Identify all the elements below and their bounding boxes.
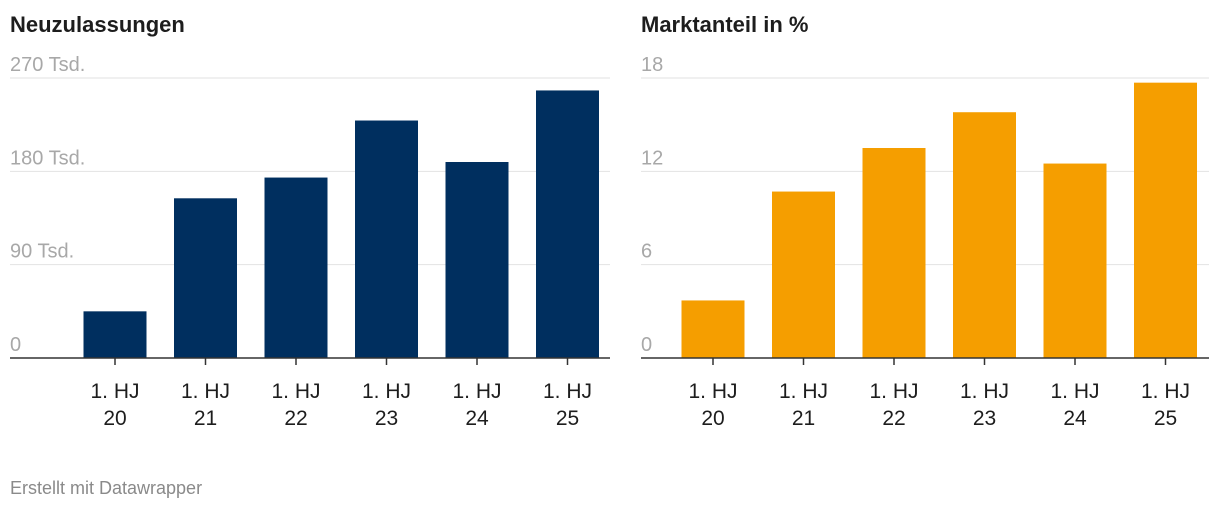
- y-tick-label: 0: [641, 334, 652, 356]
- y-tick-label: 0: [10, 334, 21, 356]
- y-tick-label: 90 Tsd.: [10, 241, 74, 263]
- bar: [174, 198, 237, 358]
- chart-title: Neuzulassungen: [10, 12, 185, 37]
- bar: [355, 120, 418, 358]
- chart-panel-marktanteil: Marktanteil in % 0 6 12 18 1. HJ 20 1. HJ 21 1. …: [620, 0, 1220, 460]
- bar: [862, 148, 926, 358]
- bar: [1134, 82, 1197, 359]
- credit-text: Erstellt mit Datawrapper: [10, 478, 203, 498]
- bar: [772, 191, 835, 358]
- bar: [264, 177, 328, 358]
- y-tick-label: 180 Tsd.: [10, 147, 85, 169]
- x-tick-label: 1. HJ 23: [362, 380, 411, 430]
- chart-title: Marktanteil in %: [641, 12, 809, 37]
- x-tick-label: 1. HJ 22: [271, 380, 320, 430]
- x-tick-label: 1. HJ 20: [688, 380, 737, 430]
- y-tick-label: 18: [641, 54, 663, 76]
- x-tick-label: 1. HJ 25: [1141, 380, 1190, 430]
- y-tick-label: 6: [641, 241, 652, 263]
- x-tick-label: 1. HJ 21: [181, 380, 230, 430]
- x-tick-label: 1. HJ 23: [960, 380, 1009, 430]
- bar-chart-neuzulassungen: 0 90 Tsd. 180 Tsd. 270 Tsd. 1. HJ 20 1. HJ 21 1.…: [10, 54, 610, 430]
- x-tick-label: 1. HJ 24: [452, 380, 501, 430]
- bar: [953, 112, 1016, 358]
- bar-chart-marktanteil: 0 6 12 18 1. HJ 20 1. HJ 21 1. HJ 22 1. HJ 23 1. HJ 2…: [641, 54, 1209, 430]
- x-tick-label: 1. HJ 21: [779, 380, 828, 430]
- bar: [1043, 163, 1107, 358]
- x-tick-label: 1. HJ 25: [543, 380, 592, 430]
- x-tick-label: 1. HJ 22: [869, 380, 918, 430]
- chart-panel-neuzulassungen: Neuzulassungen 0 90 Tsd. 180 Tsd. 270 Tsd. 1…: [0, 0, 620, 460]
- x-tick-label: 1. HJ 24: [1050, 380, 1099, 430]
- bar: [681, 300, 745, 358]
- bar: [445, 162, 509, 358]
- y-tick-label: 270 Tsd.: [10, 54, 85, 76]
- bar: [536, 90, 599, 358]
- bar: [83, 311, 147, 358]
- x-tick-label: 1. HJ 20: [90, 380, 139, 430]
- y-tick-label: 12: [641, 147, 663, 169]
